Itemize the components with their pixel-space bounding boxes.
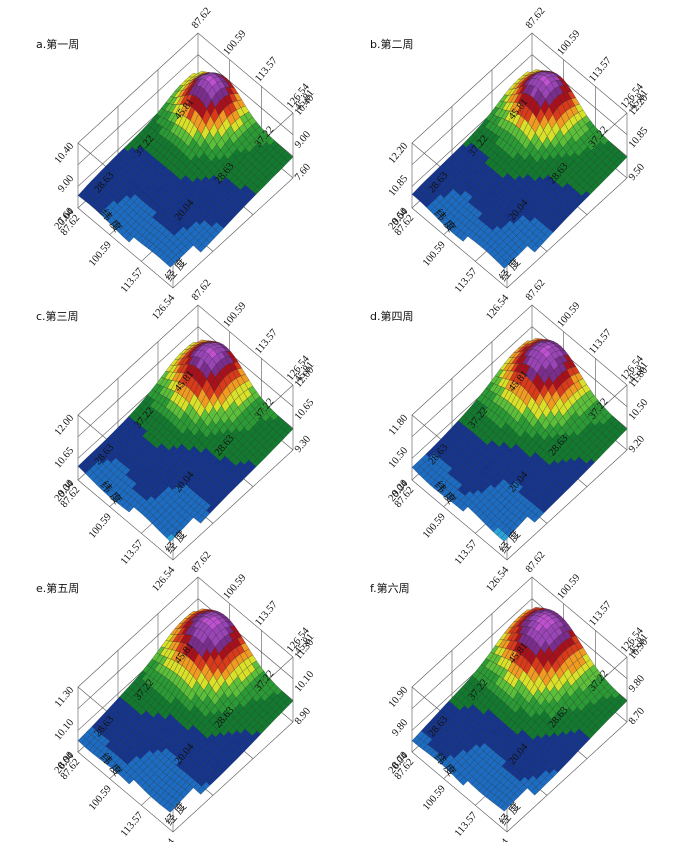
z-tick-label-left: 10.85: [387, 173, 411, 198]
z-tick-label-left: 11.30: [53, 685, 76, 710]
longitude-tick-label-top: 100.59: [222, 572, 249, 601]
z-tick-label-left: 9.80: [390, 717, 410, 738]
z-tick-label-left: 10.50: [387, 445, 411, 470]
z-tick-label-right: 10.50: [627, 397, 651, 422]
longitude-tick-label: 113.57: [119, 266, 146, 295]
longitude-tick-label-top: 100.59: [556, 300, 583, 329]
z-tick-label-right: 9.30: [293, 434, 313, 455]
z-tick-label-left: 10.10: [53, 717, 77, 742]
panel-title: c.第三周: [36, 309, 79, 323]
longitude-tick-label: 100.59: [87, 240, 114, 269]
longitude-tick-label-top: 113.57: [253, 327, 280, 356]
panel-title: b.第二周: [370, 37, 413, 51]
longitude-tick-label-top: 113.57: [587, 327, 614, 356]
surface-chart-6: f.第六周87.6287.62100.59100.59113.57113.571…: [352, 572, 678, 842]
z-tick-label-right: 9.50: [627, 162, 647, 183]
longitude-tick-label-top: 100.59: [222, 300, 249, 329]
z-tick-label-left: 11.80: [387, 413, 410, 438]
longitude-tick-label-top: 113.57: [253, 55, 280, 84]
z-tick-label-left: 10.90: [387, 685, 411, 710]
longitude-tick-label-top: 113.57: [253, 599, 280, 628]
longitude-tick-label-top: 100.59: [556, 28, 583, 57]
longitude-tick-label-top: 100.59: [222, 28, 249, 57]
surface-chart-1: a.第一周87.6287.62100.59100.59113.57113.571…: [18, 28, 348, 298]
z-tick-label-left: 9.00: [56, 173, 76, 194]
longitude-tick-label: 100.59: [421, 240, 448, 269]
z-tick-label-left: 10.65: [53, 445, 77, 470]
z-tick-label-right: 9.80: [627, 673, 647, 694]
longitude-tick-label: 113.57: [453, 810, 480, 839]
longitude-tick-label-top: 113.57: [587, 55, 614, 84]
z-tick-label-right: 10.10: [293, 669, 317, 694]
longitude-tick-label: 126.54: [484, 836, 511, 842]
longitude-tick-label-top: 100.59: [556, 572, 583, 601]
surface-mesh: [78, 340, 293, 542]
panel-title: d.第四周: [370, 309, 413, 323]
z-tick-label-right: 9.20: [627, 434, 647, 455]
z-tick-label-left: 10.40: [53, 141, 77, 166]
surface-mesh: [412, 338, 627, 541]
longitude-tick-label-top: 113.57: [587, 599, 614, 628]
longitude-tick-label: 100.59: [421, 512, 448, 541]
surface-chart-4: d.第四周87.6287.62100.59100.59113.57113.571…: [352, 300, 678, 570]
longitude-tick-label: 100.59: [87, 784, 114, 813]
surface-chart-2: b.第二周87.6287.62100.59100.59113.57113.571…: [352, 28, 678, 298]
surface-mesh: [78, 609, 293, 813]
z-tick-label-right: 10.65: [293, 397, 317, 422]
panel-title: f.第六周: [370, 581, 410, 595]
z-tick-label-right: 8.90: [293, 706, 313, 727]
surface-mesh: [412, 607, 627, 811]
longitude-tick-label: 113.57: [453, 538, 480, 567]
z-tick-label-left: 12.20: [387, 141, 411, 166]
longitude-tick-label-top: 87.62: [524, 6, 548, 31]
z-tick-label-left: 12.00: [53, 413, 77, 438]
panel-title: e.第五周: [36, 581, 79, 595]
longitude-tick-label: 100.59: [421, 784, 448, 813]
surface-chart-3: c.第三周87.6287.62100.59100.59113.57113.571…: [18, 300, 348, 570]
longitude-tick-label: 100.59: [87, 512, 114, 541]
surface-chart-5: e.第五周87.6287.62100.59100.59113.57113.571…: [18, 572, 348, 842]
panel-title: a.第一周: [36, 37, 79, 51]
longitude-tick-label: 126.54: [150, 836, 177, 842]
z-tick-label-right: 10.85: [627, 125, 651, 150]
z-tick-label-right: 7.60: [293, 162, 313, 183]
z-tick-label-right: 8.70: [627, 706, 647, 727]
longitude-tick-label: 113.57: [119, 810, 146, 839]
z-tick-label-right: 9.00: [293, 129, 313, 150]
longitude-tick-label: 113.57: [119, 538, 146, 567]
longitude-tick-label-top: 87.62: [190, 6, 214, 31]
longitude-tick-label: 113.57: [453, 266, 480, 295]
